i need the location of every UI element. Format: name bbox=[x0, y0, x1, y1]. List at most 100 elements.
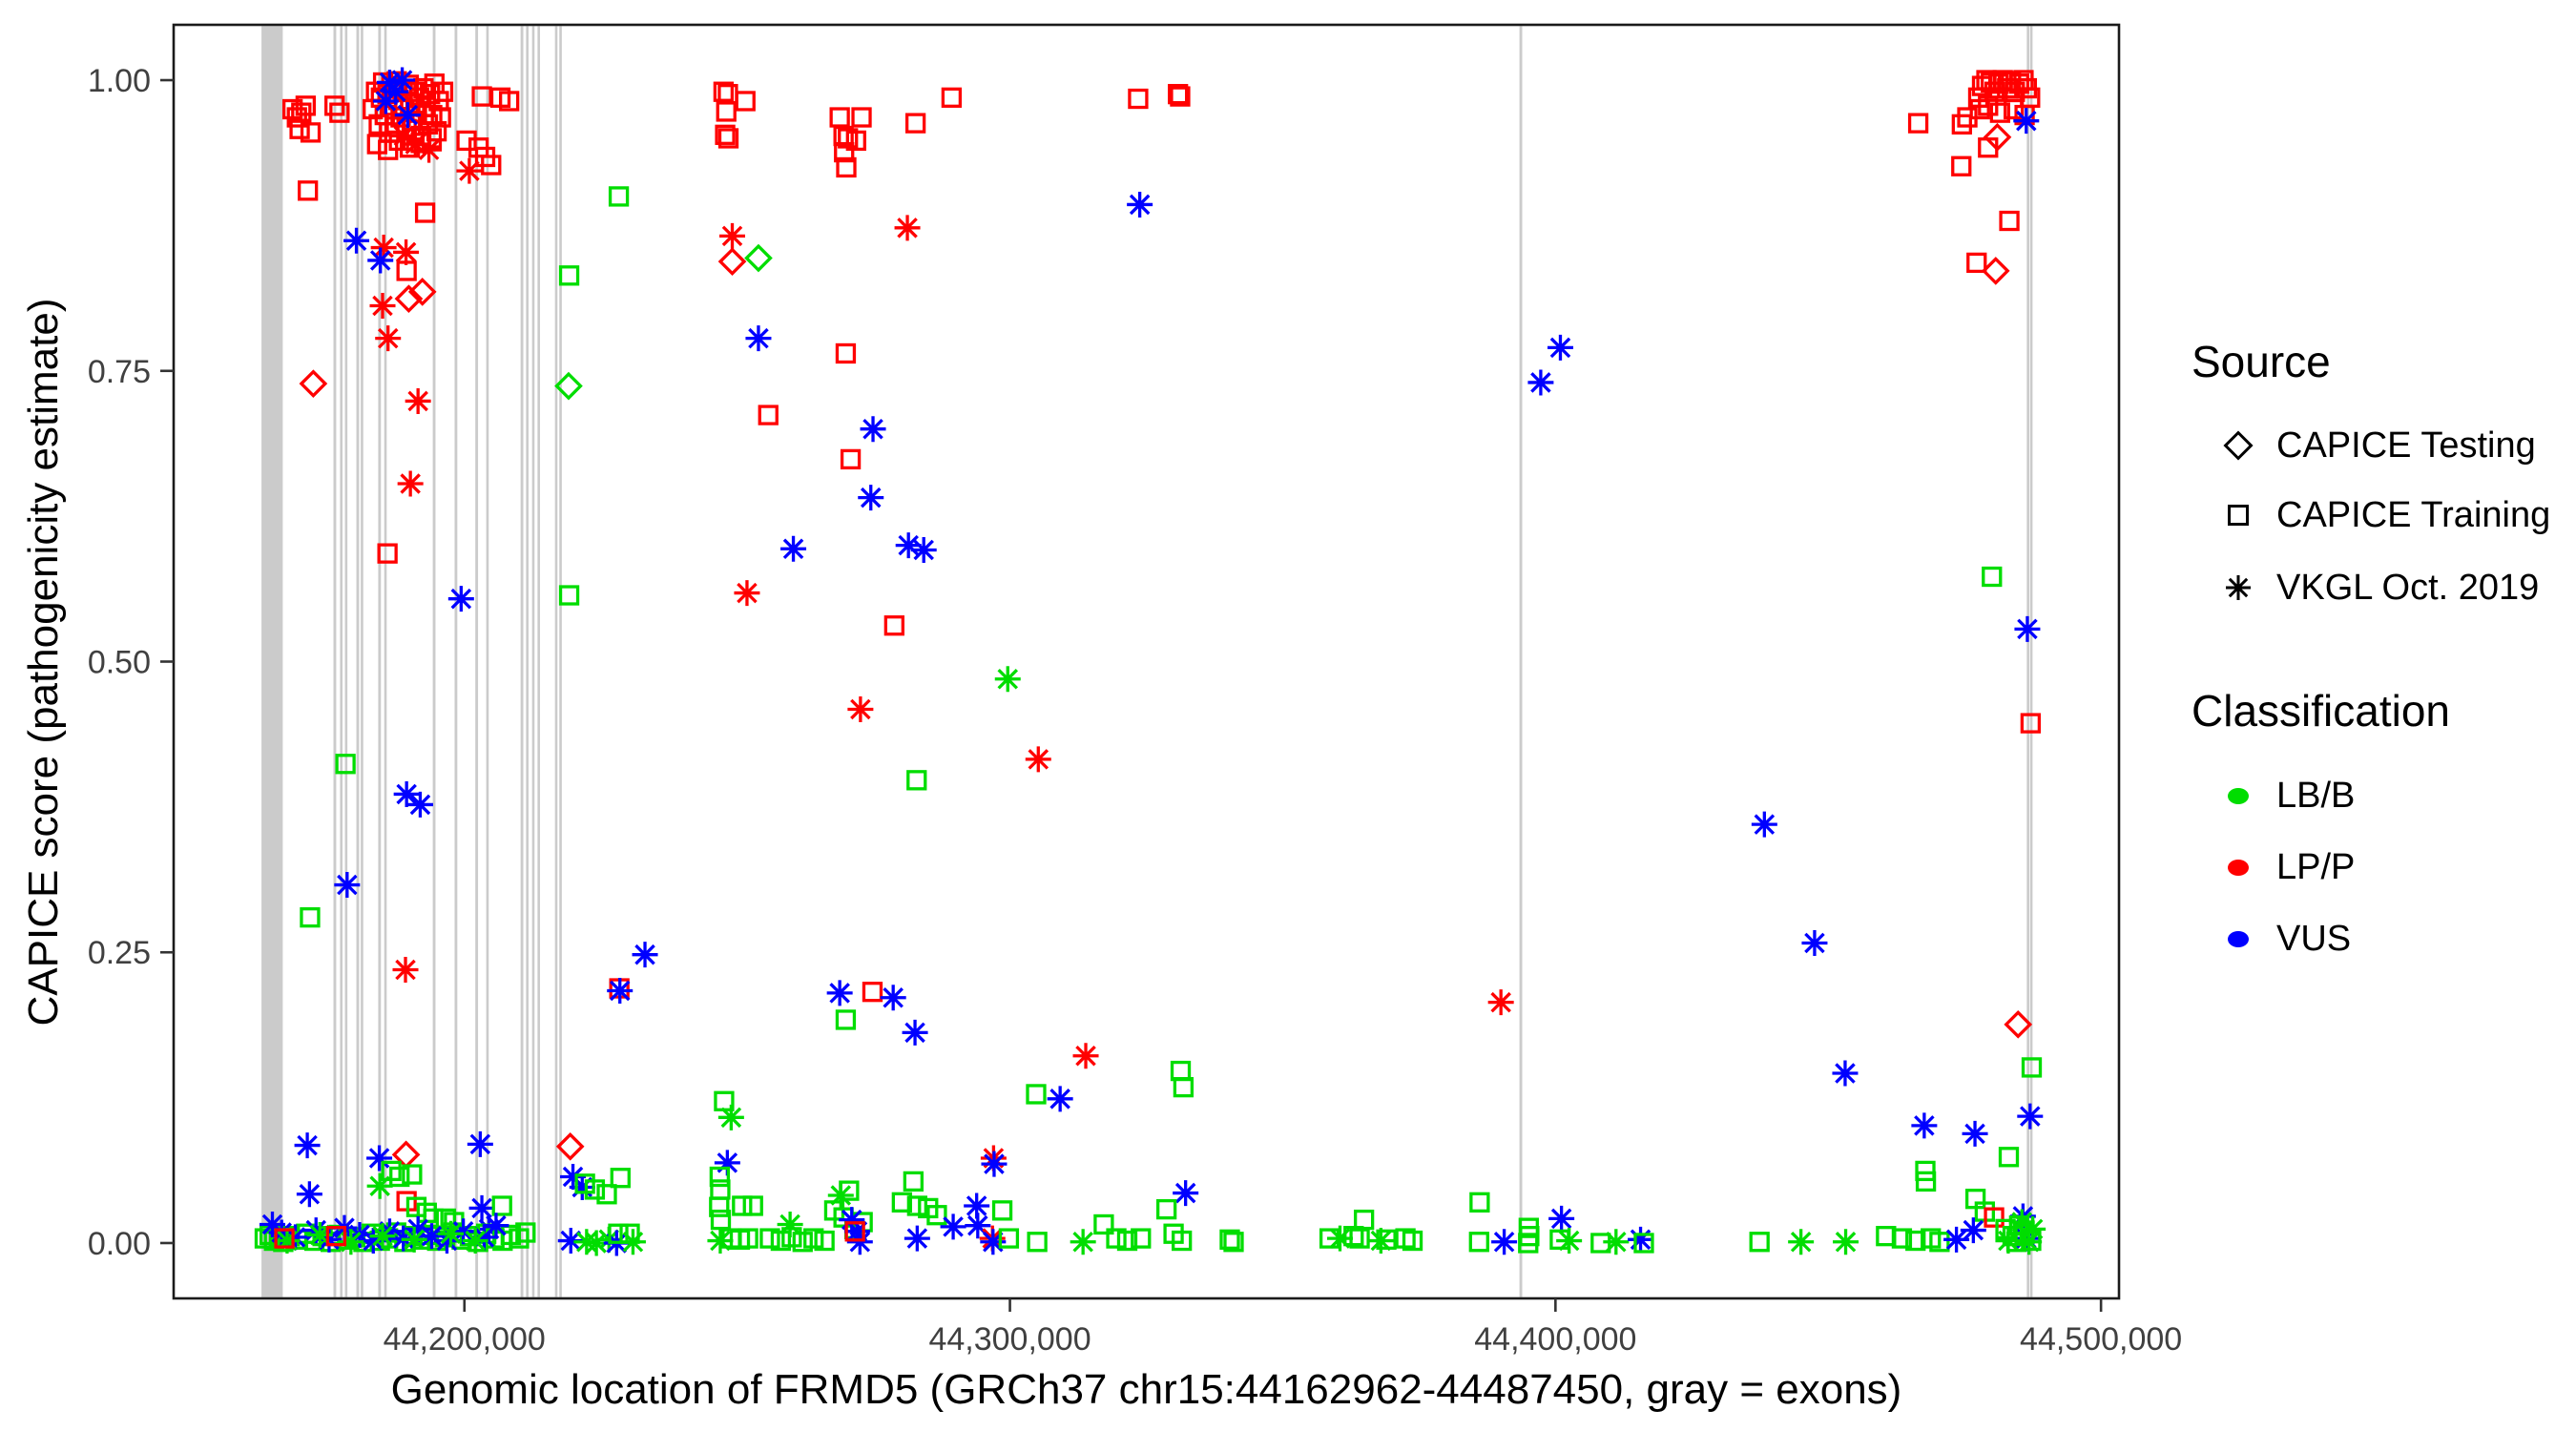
y-tick-label: 0.75 bbox=[88, 354, 151, 390]
point-square bbox=[998, 1228, 1020, 1249]
point-diamond bbox=[1981, 257, 2010, 285]
point-square bbox=[1168, 83, 1189, 105]
point-square bbox=[608, 186, 630, 207]
point-square bbox=[1891, 1228, 1913, 1249]
exon-band bbox=[537, 26, 540, 1297]
point-square bbox=[1170, 86, 1191, 107]
point-asterisk bbox=[940, 1213, 966, 1240]
exon-band bbox=[432, 26, 436, 1297]
point-square bbox=[1633, 1233, 1654, 1254]
point-square bbox=[430, 107, 451, 128]
point-asterisk bbox=[406, 791, 433, 818]
point-asterisk bbox=[369, 293, 396, 319]
point-asterisk bbox=[858, 485, 884, 511]
point-square bbox=[1749, 1232, 1770, 1253]
point-diamond bbox=[744, 243, 773, 273]
point-asterisk bbox=[981, 1151, 1008, 1177]
point-asterisk bbox=[1127, 191, 1153, 218]
point-asterisk bbox=[274, 1228, 301, 1255]
exon-band bbox=[333, 26, 337, 1297]
lbb-dot-icon bbox=[2213, 787, 2263, 804]
point-square bbox=[836, 156, 857, 178]
point-square bbox=[1128, 88, 1149, 110]
point-square bbox=[737, 1228, 758, 1249]
point-square bbox=[509, 1228, 530, 1249]
point-asterisk bbox=[367, 247, 394, 274]
point-square bbox=[335, 754, 356, 775]
point-square bbox=[377, 543, 398, 564]
point-asterisk bbox=[745, 325, 772, 352]
point-square bbox=[1172, 1230, 1193, 1252]
point-asterisk bbox=[2016, 1229, 2043, 1255]
point-square bbox=[792, 1232, 813, 1253]
point-square bbox=[298, 180, 319, 201]
point-square bbox=[759, 1228, 780, 1249]
point-square bbox=[1907, 113, 1929, 134]
point-square bbox=[1468, 1232, 1489, 1253]
point-square bbox=[1998, 1147, 2020, 1168]
point-square bbox=[904, 113, 926, 134]
point-asterisk bbox=[418, 1223, 445, 1250]
y-tick-label: 0.00 bbox=[88, 1226, 151, 1262]
diamond-icon bbox=[2213, 430, 2263, 461]
point-asterisk bbox=[375, 325, 402, 352]
exon-band bbox=[486, 26, 489, 1297]
point-asterisk bbox=[397, 470, 424, 497]
lpp-dot-icon bbox=[2213, 859, 2263, 876]
point-square bbox=[1131, 1228, 1152, 1249]
point-asterisk bbox=[383, 78, 409, 105]
legend-item-label: VKGL Oct. 2019 bbox=[2276, 567, 2540, 608]
exon-band bbox=[475, 26, 479, 1297]
point-asterisk bbox=[390, 123, 417, 150]
legend-panel: Source CAPICE Testing CAPICE Training VK… bbox=[2185, 0, 2576, 1431]
point-asterisk bbox=[1326, 1225, 1353, 1252]
point-asterisk bbox=[965, 1213, 991, 1239]
legend-item-label: LP/P bbox=[2276, 846, 2356, 887]
point-square bbox=[844, 1221, 865, 1242]
point-asterisk bbox=[376, 1218, 403, 1245]
point-asterisk bbox=[433, 1228, 460, 1255]
point-square bbox=[1376, 1229, 1397, 1250]
y-tick-label: 0.25 bbox=[88, 935, 151, 971]
point-square bbox=[1999, 210, 2020, 232]
point-asterisk bbox=[1025, 746, 1051, 773]
point-asterisk bbox=[894, 215, 921, 241]
point-square bbox=[835, 1009, 857, 1030]
vus-dot-icon bbox=[2213, 930, 2263, 947]
point-square bbox=[903, 1171, 924, 1192]
point-asterisk bbox=[370, 235, 397, 261]
point-asterisk bbox=[719, 222, 746, 249]
point-asterisk bbox=[714, 1150, 740, 1176]
point-asterisk bbox=[560, 1164, 587, 1190]
point-square bbox=[742, 1195, 763, 1216]
point-asterisk bbox=[860, 416, 886, 443]
point-asterisk bbox=[294, 1132, 321, 1159]
point-square bbox=[1219, 1229, 1240, 1250]
point-square bbox=[402, 1164, 423, 1185]
point-asterisk bbox=[393, 780, 420, 807]
point-square bbox=[1978, 95, 1999, 116]
point-square bbox=[1106, 1228, 1127, 1249]
point-asterisk bbox=[1487, 989, 1514, 1016]
legend-item-vus: VUS bbox=[2213, 910, 2351, 967]
point-square bbox=[834, 141, 855, 163]
point-asterisk bbox=[456, 157, 483, 184]
point-asterisk bbox=[1995, 1228, 2022, 1255]
point-asterisk bbox=[557, 1228, 584, 1255]
point-square bbox=[1905, 1230, 1926, 1252]
square-icon bbox=[2213, 505, 2263, 526]
point-square bbox=[456, 130, 477, 152]
point-asterisk bbox=[607, 977, 634, 1004]
legend-item-capice-training: CAPICE Training bbox=[2213, 487, 2550, 544]
point-asterisk bbox=[296, 1181, 322, 1208]
point-asterisk bbox=[843, 1218, 870, 1245]
point-asterisk bbox=[392, 957, 419, 984]
point-asterisk bbox=[394, 102, 421, 129]
point-square bbox=[426, 121, 447, 142]
point-square bbox=[709, 1166, 731, 1188]
point-asterisk bbox=[437, 1220, 464, 1247]
legend-item-lbb: LB/B bbox=[2213, 767, 2355, 824]
exon-band bbox=[361, 26, 364, 1297]
point-asterisk bbox=[366, 1172, 393, 1199]
point-asterisk bbox=[777, 1211, 803, 1237]
